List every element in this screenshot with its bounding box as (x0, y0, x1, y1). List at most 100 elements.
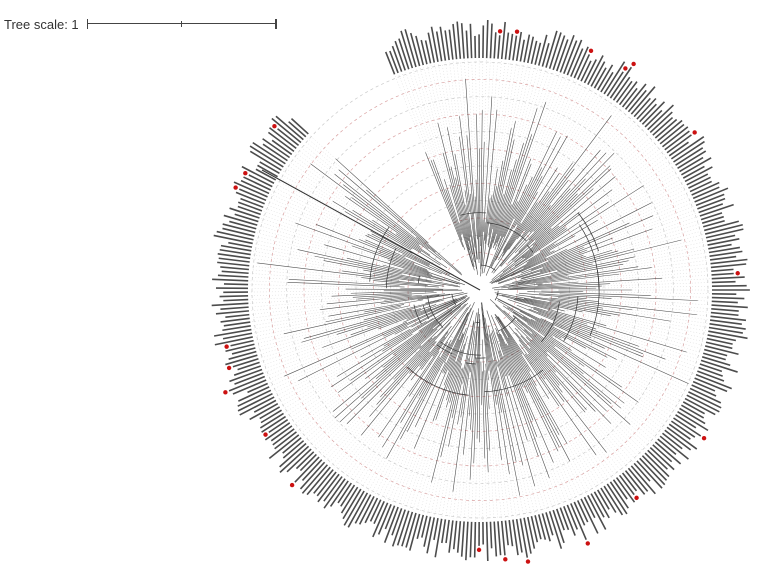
leaf-label-mark (275, 115, 304, 141)
tree-branch (363, 269, 432, 283)
leaf-guide (438, 383, 463, 517)
tree-branch (498, 223, 521, 261)
tree-branch (483, 139, 515, 274)
leaf-guide (619, 315, 707, 331)
leaf-guide (266, 204, 317, 225)
clade-arc (484, 369, 544, 393)
tree-branch (384, 293, 446, 301)
leaf-guide (289, 331, 419, 419)
tree-branch (528, 308, 644, 355)
leaf-label-mark (223, 214, 258, 226)
tree-branch (497, 163, 532, 247)
leaf-label-mark (508, 520, 514, 547)
leaf-guide (261, 218, 388, 261)
leaf-label-mark (489, 521, 493, 549)
leaf-label-mark (701, 215, 724, 224)
leaf-label-mark (323, 478, 346, 509)
leaf-label-mark (216, 230, 254, 241)
leaf-label-mark (691, 384, 717, 397)
leaf-label-mark (681, 157, 712, 176)
leaf-label-mark (515, 518, 523, 553)
tree-branch (528, 152, 615, 241)
tree-branch (297, 249, 421, 278)
leaf-guide (652, 199, 692, 216)
tree-branch (530, 318, 567, 340)
leaf-label-mark (497, 521, 502, 556)
leaf-guide (547, 356, 644, 452)
leaf-guide (571, 350, 672, 418)
leaf-label-mark (232, 358, 259, 368)
leaf-label-mark (694, 187, 729, 203)
clade-arc (427, 295, 444, 328)
tree-branch (301, 309, 413, 343)
leaf-label-mark (692, 380, 716, 392)
leaf-label-mark (228, 241, 253, 248)
tree-branch (490, 167, 543, 268)
leaf-guide (254, 243, 315, 257)
leaf-label-mark (255, 168, 277, 181)
leaf-label-mark (703, 219, 725, 228)
leaf-guide (527, 440, 550, 510)
leaf-label-mark (537, 514, 547, 540)
leaf-label-mark (548, 32, 562, 69)
leaf-label-mark (271, 117, 302, 144)
leaf-marker (701, 435, 707, 441)
leaf-guide (566, 339, 680, 405)
tree-branch (533, 308, 640, 347)
tree-branch (490, 177, 533, 267)
tree-branch (521, 247, 584, 274)
leaf-label-mark (271, 139, 293, 156)
leaf-label-mark (627, 467, 649, 492)
tree-branch (497, 248, 568, 282)
leaf-guide (610, 133, 649, 169)
leaf-label-mark (694, 377, 728, 393)
leaf-label-mark (394, 40, 406, 71)
leaf-label-mark (415, 35, 425, 66)
tree-branch (496, 102, 547, 243)
leaf-guide (567, 443, 594, 491)
clade-arc (440, 341, 481, 356)
leaf-guide (285, 351, 383, 413)
leaf-guide (569, 460, 588, 494)
leaf-guide (423, 66, 438, 123)
leaf-label-mark (433, 518, 439, 541)
tree-branch (523, 202, 652, 269)
leaf-guide (545, 72, 557, 103)
leaf-label-mark (636, 460, 663, 489)
leaf-marker (585, 541, 590, 546)
leaf-label-mark (456, 521, 462, 553)
tree-branch (507, 299, 597, 330)
leaf-guide (269, 197, 366, 240)
tree-branch (376, 322, 451, 405)
leaf-label-mark (241, 165, 275, 184)
tree-branch (497, 316, 523, 355)
leaf-guide (550, 113, 628, 206)
tree-branch (336, 308, 421, 335)
leaf-label-mark (512, 519, 519, 556)
leaf-label-mark (566, 504, 579, 530)
leaf-guide (452, 61, 460, 117)
tree-branch (446, 350, 462, 401)
leaf-label-mark (221, 270, 249, 275)
leaf-label-mark (526, 36, 535, 64)
leaf-guide (419, 402, 450, 513)
leaf-label-mark (630, 86, 656, 115)
leaf-guide (497, 366, 532, 515)
leaf-label-mark (342, 488, 362, 520)
leaf-guide (252, 303, 381, 322)
leaf-guide (567, 89, 594, 136)
tree-branch (520, 335, 587, 410)
tree-branch (336, 317, 434, 377)
leaf-guide (254, 321, 326, 337)
tree-branch (529, 149, 601, 233)
leaf-label-mark (272, 428, 295, 446)
leaf-label-mark (566, 39, 583, 76)
leaf-label-mark (679, 407, 706, 425)
clade-arc (436, 344, 453, 355)
leaf-guide (488, 370, 506, 519)
leaf-guide (584, 412, 631, 465)
leaf-guide (409, 71, 445, 180)
leaf-label-mark (211, 302, 249, 307)
tree-branch (303, 299, 445, 339)
